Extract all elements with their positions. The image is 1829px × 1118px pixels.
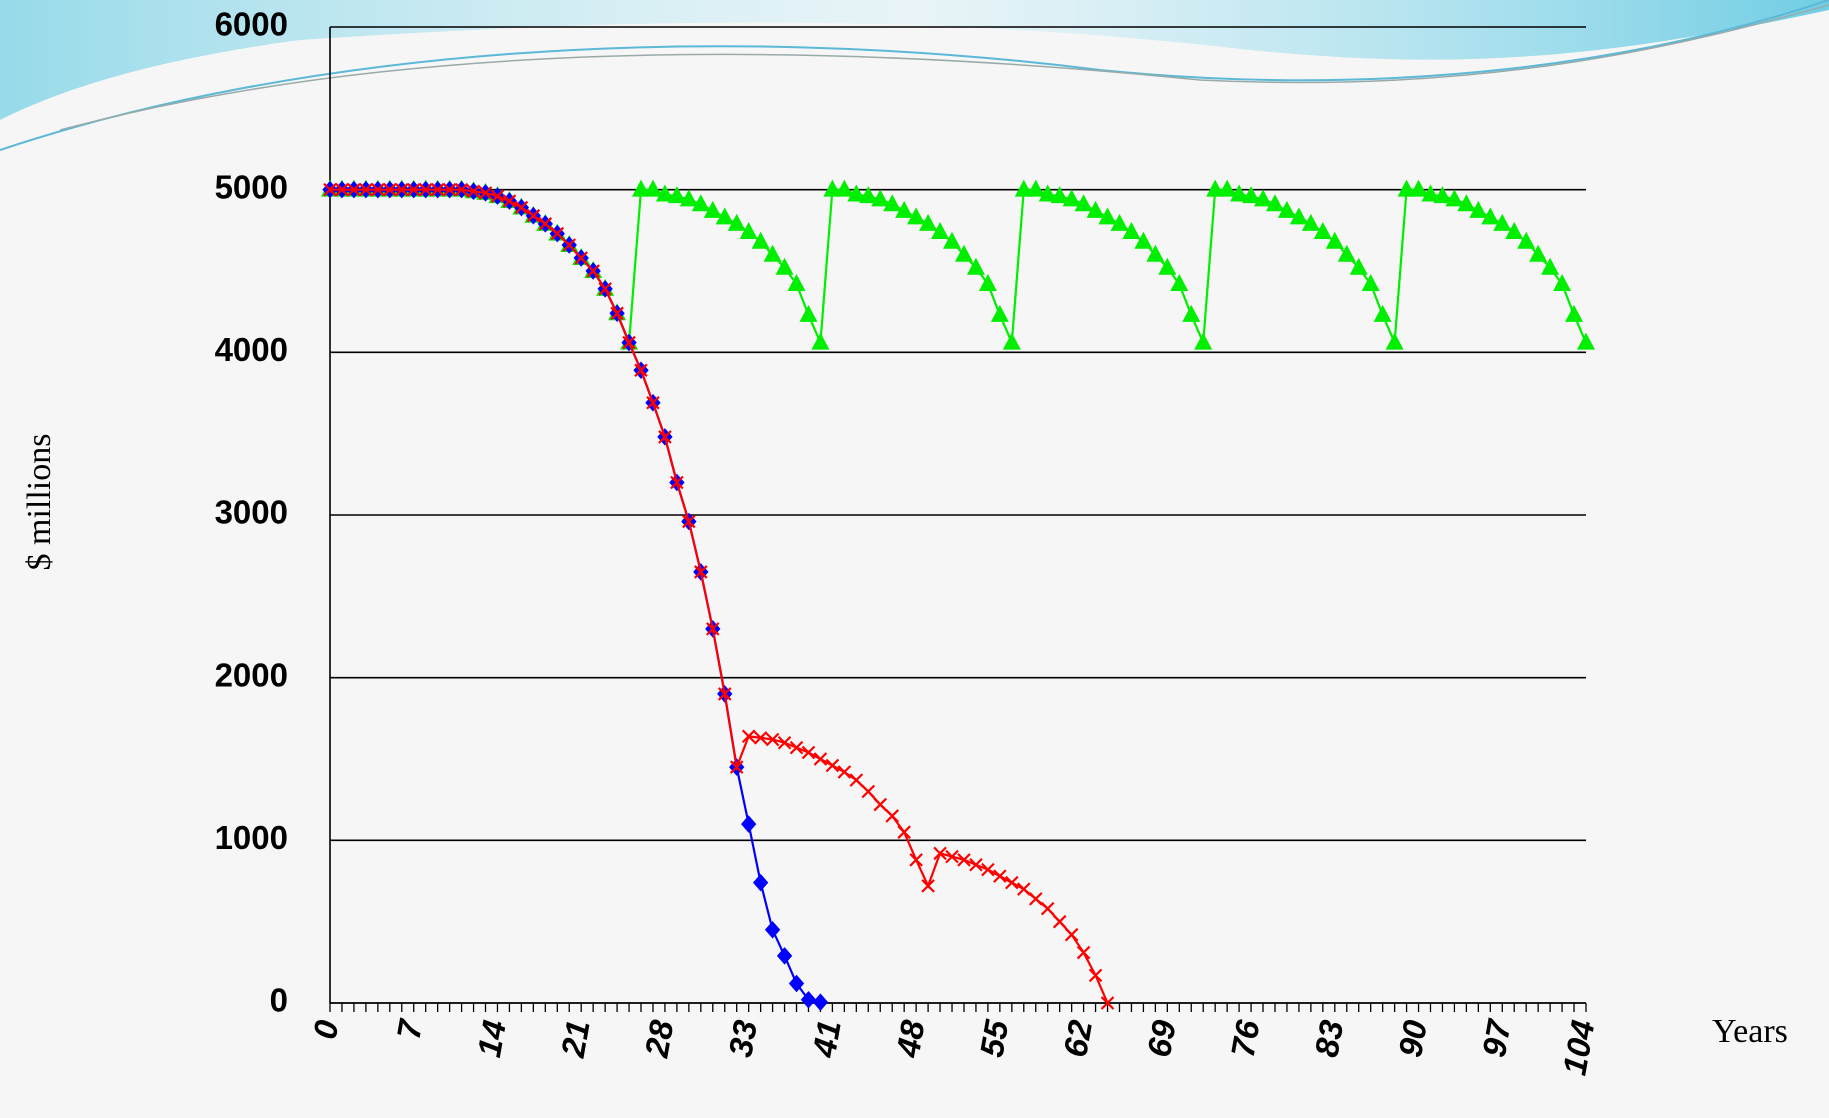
x-tick-label: 76: [1224, 1017, 1267, 1060]
y-tick-label: 4000: [215, 331, 288, 368]
x-marker: [1054, 916, 1066, 928]
diamond-marker: [754, 875, 768, 891]
triangle-marker: [1577, 333, 1595, 350]
x-marker: [802, 746, 814, 758]
x-tick-label: 0: [306, 1017, 346, 1042]
x-tick-label: 28: [637, 1017, 680, 1061]
x-tick-label: 41: [805, 1017, 848, 1061]
y-tick-label: 0: [270, 982, 288, 1019]
x-tick-label: 97: [1475, 1016, 1518, 1060]
x-marker: [886, 810, 898, 822]
triangle-marker: [1182, 305, 1200, 322]
x-marker: [779, 737, 791, 749]
x-tick-label: 62: [1056, 1017, 1099, 1060]
chart: $ millions Years 0 1000 2000 3000 4000 5000 60…: [0, 0, 1829, 1118]
x-marker: [826, 760, 838, 772]
x-tick-label: 55: [973, 1017, 1016, 1060]
x-marker: [791, 742, 803, 754]
series-line: [330, 190, 1108, 1003]
y-tick-label: 5000: [215, 168, 288, 205]
triangle-marker: [1374, 305, 1392, 322]
x-marker: [1018, 883, 1030, 895]
x-marker: [982, 864, 994, 876]
triangle-marker: [1386, 333, 1404, 350]
triangle-marker: [835, 180, 853, 197]
y-axis-title: $ millions: [21, 434, 58, 571]
triangle-marker: [1027, 180, 1045, 197]
triangle-marker: [644, 180, 662, 197]
x-marker: [862, 786, 874, 798]
y-tick-label: 2000: [215, 656, 288, 693]
x-tick-label: 83: [1307, 1017, 1350, 1060]
x-marker: [1006, 877, 1018, 889]
triangle-marker: [799, 305, 817, 322]
diamond-marker: [778, 948, 792, 964]
triangle-marker: [991, 305, 1009, 322]
triangle-marker: [1565, 305, 1583, 322]
x-marker: [1030, 893, 1042, 905]
triangle-marker: [811, 333, 829, 350]
x-marker: [1042, 903, 1054, 915]
x-marker: [898, 826, 910, 838]
y-tick-label: 6000: [215, 6, 288, 43]
x-tick-label: 14: [470, 1017, 513, 1060]
triangle-marker: [1410, 180, 1428, 197]
x-tick-label: 33: [721, 1017, 764, 1060]
x-marker: [994, 870, 1006, 882]
diamond-marker: [813, 994, 827, 1010]
x-marker: [874, 799, 886, 811]
x-marker: [910, 854, 922, 866]
x-marker: [850, 774, 862, 786]
x-tick-label: 48: [889, 1017, 932, 1061]
x-marker: [1066, 929, 1078, 941]
x-tick-label: 104: [1555, 1017, 1601, 1078]
x-axis-title: Years: [1712, 1013, 1788, 1050]
triangle-marker: [1003, 333, 1021, 350]
triangle-marker: [1218, 180, 1236, 197]
x-tick-label: 90: [1391, 1017, 1434, 1060]
x-tick-label: 69: [1140, 1017, 1183, 1060]
x-marker: [958, 854, 970, 866]
x-tick-label: 7: [390, 1016, 430, 1042]
y-tick-label: 1000: [215, 819, 288, 856]
x-marker: [922, 880, 934, 892]
diamond-marker: [766, 922, 780, 938]
x-marker: [946, 851, 958, 863]
x-marker: [1090, 969, 1102, 981]
x-marker: [814, 753, 826, 765]
series-line: [330, 190, 820, 1003]
triangle-marker: [1194, 333, 1212, 350]
x-marker: [838, 766, 850, 778]
y-tick-label: 3000: [215, 494, 288, 531]
x-marker: [934, 847, 946, 859]
x-marker: [970, 859, 982, 871]
x-tick-label: 21: [554, 1017, 597, 1061]
diamond-marker: [742, 816, 756, 832]
x-marker: [1078, 947, 1090, 959]
